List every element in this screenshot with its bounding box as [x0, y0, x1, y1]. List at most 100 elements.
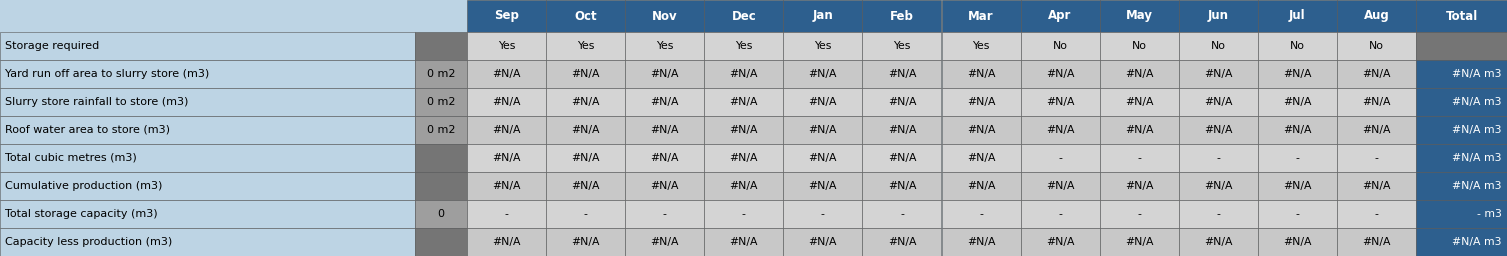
FancyBboxPatch shape: [1417, 116, 1507, 144]
Text: #N/A: #N/A: [651, 97, 680, 107]
FancyBboxPatch shape: [1020, 88, 1100, 116]
FancyBboxPatch shape: [704, 228, 784, 256]
Text: Sep: Sep: [494, 9, 518, 23]
FancyBboxPatch shape: [546, 144, 625, 172]
FancyBboxPatch shape: [1020, 172, 1100, 200]
FancyBboxPatch shape: [1258, 116, 1337, 144]
FancyBboxPatch shape: [546, 0, 625, 32]
FancyBboxPatch shape: [625, 200, 704, 228]
FancyBboxPatch shape: [1258, 228, 1337, 256]
FancyBboxPatch shape: [704, 60, 784, 88]
FancyBboxPatch shape: [784, 200, 862, 228]
FancyBboxPatch shape: [1178, 116, 1258, 144]
Text: Aug: Aug: [1364, 9, 1389, 23]
Text: #N/A: #N/A: [1204, 237, 1233, 247]
FancyBboxPatch shape: [467, 60, 546, 88]
Text: #N/A: #N/A: [809, 181, 836, 191]
FancyBboxPatch shape: [1258, 60, 1337, 88]
FancyBboxPatch shape: [862, 0, 942, 32]
Text: #N/A: #N/A: [571, 181, 600, 191]
Text: -: -: [663, 209, 666, 219]
FancyBboxPatch shape: [0, 32, 414, 60]
FancyBboxPatch shape: [546, 32, 625, 60]
Text: -: -: [1216, 153, 1221, 163]
Text: -: -: [1138, 153, 1141, 163]
Text: -: -: [1058, 153, 1062, 163]
Text: No: No: [1368, 41, 1383, 51]
FancyBboxPatch shape: [784, 116, 862, 144]
Text: #N/A: #N/A: [1046, 237, 1074, 247]
FancyBboxPatch shape: [1020, 200, 1100, 228]
FancyBboxPatch shape: [0, 200, 414, 228]
FancyBboxPatch shape: [942, 228, 1020, 256]
Text: #N/A: #N/A: [571, 69, 600, 79]
Text: -: -: [583, 209, 588, 219]
FancyBboxPatch shape: [1100, 228, 1178, 256]
FancyBboxPatch shape: [1417, 144, 1507, 172]
Text: -: -: [505, 209, 508, 219]
Text: Yes: Yes: [894, 41, 910, 51]
FancyBboxPatch shape: [942, 116, 1020, 144]
Text: #N/A: #N/A: [571, 125, 600, 135]
FancyBboxPatch shape: [704, 144, 784, 172]
Text: #N/A: #N/A: [493, 237, 521, 247]
Text: Total cubic metres (m3): Total cubic metres (m3): [5, 153, 137, 163]
FancyBboxPatch shape: [1178, 0, 1258, 32]
Text: #N/A: #N/A: [1046, 125, 1074, 135]
Text: -: -: [980, 209, 983, 219]
FancyBboxPatch shape: [0, 0, 467, 32]
FancyBboxPatch shape: [1020, 0, 1100, 32]
FancyBboxPatch shape: [0, 172, 414, 200]
FancyBboxPatch shape: [625, 0, 704, 32]
Text: #N/A: #N/A: [967, 125, 995, 135]
Text: #N/A: #N/A: [888, 125, 916, 135]
FancyBboxPatch shape: [704, 0, 784, 32]
Text: Feb: Feb: [891, 9, 913, 23]
FancyBboxPatch shape: [546, 88, 625, 116]
Text: Total storage capacity (m3): Total storage capacity (m3): [5, 209, 158, 219]
FancyBboxPatch shape: [1178, 172, 1258, 200]
Text: #N/A: #N/A: [1204, 97, 1233, 107]
FancyBboxPatch shape: [414, 88, 467, 116]
Text: #N/A: #N/A: [1362, 237, 1391, 247]
FancyBboxPatch shape: [625, 172, 704, 200]
FancyBboxPatch shape: [1417, 0, 1507, 32]
FancyBboxPatch shape: [0, 88, 414, 116]
Text: #N/A: #N/A: [729, 125, 758, 135]
Text: #N/A m3: #N/A m3: [1453, 181, 1502, 191]
FancyBboxPatch shape: [1258, 144, 1337, 172]
Text: Roof water area to store (m3): Roof water area to store (m3): [5, 125, 170, 135]
Text: Mar: Mar: [967, 9, 993, 23]
Text: -: -: [821, 209, 824, 219]
FancyBboxPatch shape: [546, 200, 625, 228]
Text: #N/A m3: #N/A m3: [1453, 237, 1502, 247]
FancyBboxPatch shape: [784, 0, 862, 32]
FancyBboxPatch shape: [942, 144, 1020, 172]
FancyBboxPatch shape: [1337, 88, 1417, 116]
FancyBboxPatch shape: [625, 144, 704, 172]
Text: #N/A: #N/A: [1282, 97, 1311, 107]
Text: No: No: [1132, 41, 1147, 51]
Text: -: -: [1058, 209, 1062, 219]
Text: - m3: - m3: [1477, 209, 1502, 219]
Text: Yes: Yes: [497, 41, 515, 51]
Text: #N/A: #N/A: [729, 153, 758, 163]
FancyBboxPatch shape: [1178, 60, 1258, 88]
FancyBboxPatch shape: [625, 116, 704, 144]
Text: #N/A: #N/A: [809, 69, 836, 79]
FancyBboxPatch shape: [467, 200, 546, 228]
FancyBboxPatch shape: [546, 228, 625, 256]
FancyBboxPatch shape: [1100, 172, 1178, 200]
FancyBboxPatch shape: [467, 32, 546, 60]
FancyBboxPatch shape: [467, 228, 546, 256]
Text: -: -: [1138, 209, 1141, 219]
FancyBboxPatch shape: [414, 116, 467, 144]
FancyBboxPatch shape: [1337, 200, 1417, 228]
FancyBboxPatch shape: [704, 116, 784, 144]
Text: #N/A m3: #N/A m3: [1453, 125, 1502, 135]
FancyBboxPatch shape: [1020, 116, 1100, 144]
Text: #N/A: #N/A: [729, 181, 758, 191]
Text: No: No: [1290, 41, 1305, 51]
Text: #N/A m3: #N/A m3: [1453, 97, 1502, 107]
FancyBboxPatch shape: [414, 60, 467, 88]
